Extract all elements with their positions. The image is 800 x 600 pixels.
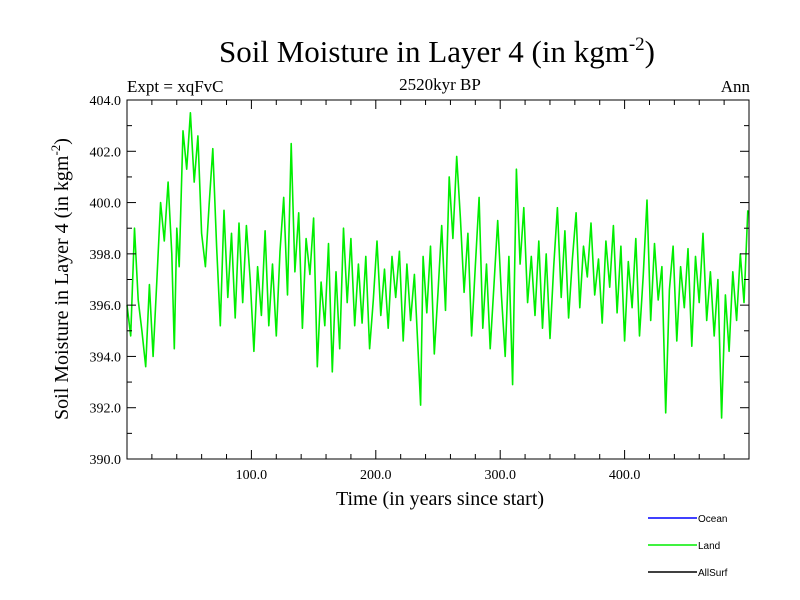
y-tick-label: 390.0: [90, 453, 122, 468]
legend-label-allsurf: AllSurf: [698, 568, 728, 579]
legend: Ocean Land AllSurf: [648, 514, 728, 579]
season-label: Ann: [721, 77, 751, 96]
chart-title-main: Soil Moisture in Layer 4 (in kgm: [219, 34, 629, 69]
y-axis-label-superscript: -2: [48, 145, 63, 156]
y-axis-label-main: Soil Moisture in Layer 4 (in kgm: [51, 155, 73, 420]
chart-title: Soil Moisture in Layer 4 (in kgm-2): [219, 34, 655, 69]
legend-label-land: Land: [698, 541, 720, 552]
x-tick-label: 100.0: [236, 468, 268, 483]
y-tick-label: 394.0: [90, 350, 122, 365]
x-axis-label: Time (in years since start): [336, 488, 544, 510]
plot-area: [126, 112, 749, 419]
y-tick-label: 404.0: [90, 94, 122, 109]
y-axis-label-close: ): [51, 138, 73, 145]
series-line-land: [126, 112, 749, 419]
y-tick-label: 392.0: [90, 402, 122, 417]
x-tick-label: 300.0: [484, 468, 516, 483]
y-tick-label: 400.0: [90, 197, 122, 212]
y-axis: 390.0 392.0 394.0 396.0 398.0 400.0 402.0 404.0: [90, 94, 749, 468]
y-axis-label: Soil Moisture in Layer 4 (in kgm-2): [48, 138, 73, 420]
y-tick-label: 396.0: [90, 299, 122, 314]
chart-title-close: ): [645, 34, 655, 69]
x-tick-label: 400.0: [609, 468, 641, 483]
chart-title-superscript: -2: [629, 34, 645, 55]
chart-subtitle: 2520kyr BP: [399, 75, 481, 94]
legend-label-ocean: Ocean: [698, 514, 727, 525]
x-tick-label: 200.0: [360, 468, 392, 483]
y-tick-label: 398.0: [90, 248, 122, 263]
y-tick-label: 402.0: [90, 145, 122, 160]
experiment-label: Expt = xqFvC: [127, 77, 224, 96]
x-axis: 100.0 200.0 300.0 400.0: [151, 100, 725, 483]
